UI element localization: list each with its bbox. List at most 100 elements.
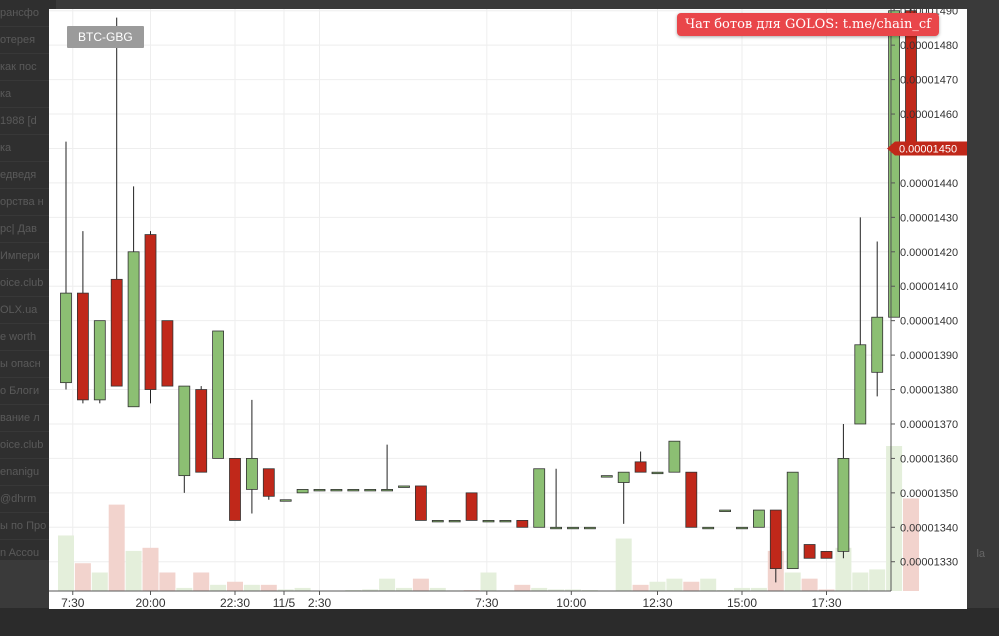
candle-up	[398, 485, 410, 488]
volume-bar	[277, 589, 294, 591]
background-sidebar-item: ы по Про	[0, 513, 56, 540]
volume-bar	[379, 578, 396, 591]
candle-up	[127, 251, 140, 408]
background-sidebar: рансфо отерея как пос ка 1988 [d ка едведя орст…	[0, 0, 56, 560]
candle-up	[60, 292, 72, 384]
volume-bar	[784, 572, 801, 591]
background-sidebar-item: ы опасн	[0, 351, 56, 378]
last-price-label: 0.00001450	[899, 143, 957, 155]
y-tick-label: 0.00001410	[900, 281, 958, 293]
candle-down	[685, 471, 698, 528]
volume-bar	[750, 587, 767, 591]
y-tick-label: 0.00001360	[900, 453, 958, 465]
volume-bar	[108, 504, 125, 591]
x-tick-label: 12:30	[642, 596, 672, 609]
volume-bar	[159, 572, 176, 591]
y-tick-label: 0.00001330	[900, 557, 958, 569]
x-tick-label: 2:30	[308, 596, 332, 609]
candle-down	[161, 320, 174, 387]
background-sidebar-item: рансфо	[0, 0, 56, 27]
volume-bar	[58, 535, 74, 591]
volume-bar	[683, 581, 700, 591]
candle-up	[600, 475, 613, 478]
x-tick-label: 22:30	[220, 596, 250, 609]
volume-bar	[193, 572, 210, 591]
x-tick-label: 17:30	[811, 596, 841, 609]
candle-up	[499, 520, 512, 523]
volume-bar	[734, 587, 750, 591]
candle-up	[668, 440, 681, 473]
background-sidebar-item: ка	[0, 135, 56, 162]
candle-up	[888, 10, 900, 318]
volume-bar	[852, 572, 869, 591]
volume-bar	[260, 584, 277, 591]
candle-up	[313, 489, 326, 492]
volume-bar	[835, 547, 852, 591]
candle-up	[381, 489, 394, 492]
volume-bar	[125, 550, 142, 591]
candle-down	[195, 389, 208, 473]
volume-bar	[615, 538, 632, 591]
candle-up	[296, 489, 309, 494]
candle-up	[448, 520, 461, 523]
background-sidebar-item: @dhrm	[0, 486, 56, 513]
y-tick-label: 0.00001350	[900, 488, 958, 500]
candle-up	[871, 316, 884, 373]
background-sidebar-item: OLX.ua	[0, 297, 56, 324]
symbol-label: BTC-GBG	[67, 26, 144, 48]
y-tick-label: 0.00001380	[900, 385, 958, 397]
background-sidebar-item: enanigu	[0, 459, 56, 486]
x-tick-label: 7:30	[61, 596, 85, 609]
volume-bar	[903, 498, 919, 591]
candle-down	[820, 550, 833, 559]
background-sidebar-item: ка	[0, 81, 56, 108]
volume-bar	[801, 578, 818, 591]
candle-up	[567, 526, 579, 530]
background-sidebar-item: n Accou	[0, 540, 56, 560]
candle-up	[854, 344, 867, 425]
y-tick-label: 0.00001470	[900, 75, 958, 87]
volume-bar	[649, 581, 666, 591]
candle-down	[229, 458, 241, 521]
candle-up	[786, 471, 799, 570]
volume-bar	[548, 589, 565, 591]
y-tick-label: 0.00001390	[900, 350, 958, 362]
candle-down	[110, 278, 123, 387]
candle-up	[245, 458, 258, 490]
y-tick-label: 0.00001420	[900, 247, 958, 259]
candle-up	[482, 520, 495, 523]
promo-link[interactable]: Чат ботов для GOLOS: t.me/chain_cf	[677, 13, 939, 36]
volume-bar	[700, 578, 717, 591]
volume-bar	[210, 584, 227, 591]
candle-down	[262, 468, 275, 497]
candle-up	[719, 509, 731, 512]
candle-up	[330, 489, 343, 492]
volume-bar	[818, 589, 835, 591]
volume-bar	[91, 572, 108, 591]
background-sidebar-item: вание л	[0, 405, 56, 432]
candle-down	[803, 544, 816, 559]
volume-bar	[362, 589, 379, 591]
candle-down	[414, 485, 427, 521]
background-sidebar-item: рс| Дав	[0, 216, 56, 243]
background-sidebar-item: Импери	[0, 243, 56, 270]
volume-bar	[412, 578, 429, 591]
y-tick-label: 0.00001480	[900, 40, 958, 52]
background-fragment: la	[976, 548, 985, 560]
background-sidebar-item: oice.club	[0, 432, 56, 459]
candle-up	[617, 471, 630, 483]
background-sidebar-item: едведя	[0, 162, 56, 189]
background-sidebar-item: 1988 [d	[0, 108, 56, 135]
x-tick-label: 11/5	[273, 596, 296, 609]
volume-bar	[74, 563, 91, 591]
volume-bar	[396, 587, 412, 591]
candle-up	[702, 526, 715, 530]
volume-bar	[666, 578, 683, 591]
candle-up	[753, 509, 765, 528]
candle-up	[837, 458, 850, 552]
x-tick-label: 20:00	[135, 596, 165, 609]
candle-down	[76, 292, 89, 401]
background-sidebar-item: e worth	[0, 324, 56, 351]
y-tick-label: 0.00001430	[900, 212, 958, 224]
volume-bar	[480, 572, 497, 591]
